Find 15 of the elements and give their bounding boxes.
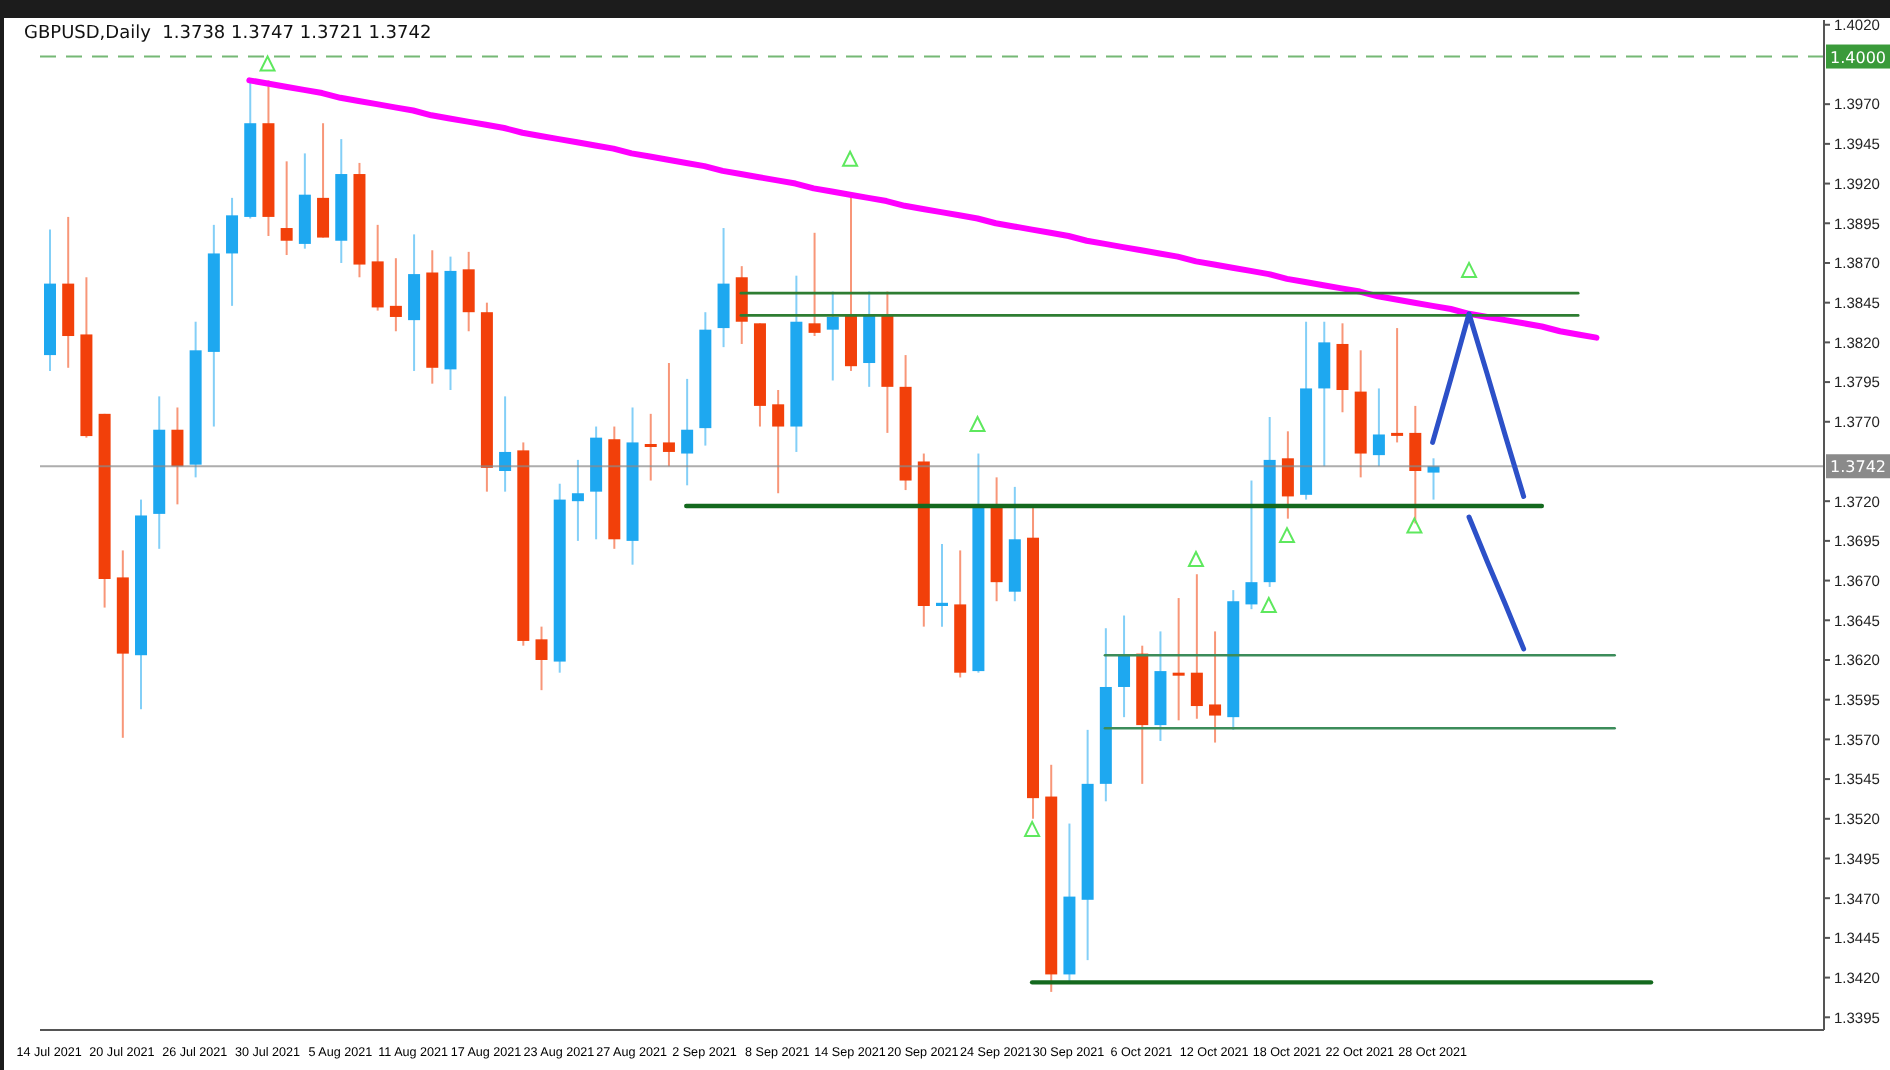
- line-series: [1466, 514, 1527, 652]
- point: [1406, 517, 1423, 534]
- ref-line-label: 1.4000: [1830, 48, 1886, 67]
- line-series: [1430, 311, 1527, 499]
- point: [1260, 596, 1277, 613]
- point: [842, 150, 859, 167]
- point: [1187, 550, 1204, 567]
- line-series: [246, 77, 1600, 341]
- chart-title: GBPUSD,Daily 1.3738 1.3747 1.3721 1.3742: [24, 24, 432, 44]
- point: [1278, 527, 1295, 544]
- point: [969, 415, 986, 432]
- point: [1024, 820, 1041, 837]
- point: [1461, 261, 1478, 278]
- ref-line-label: 1.3742: [1830, 458, 1886, 477]
- point: [259, 55, 276, 72]
